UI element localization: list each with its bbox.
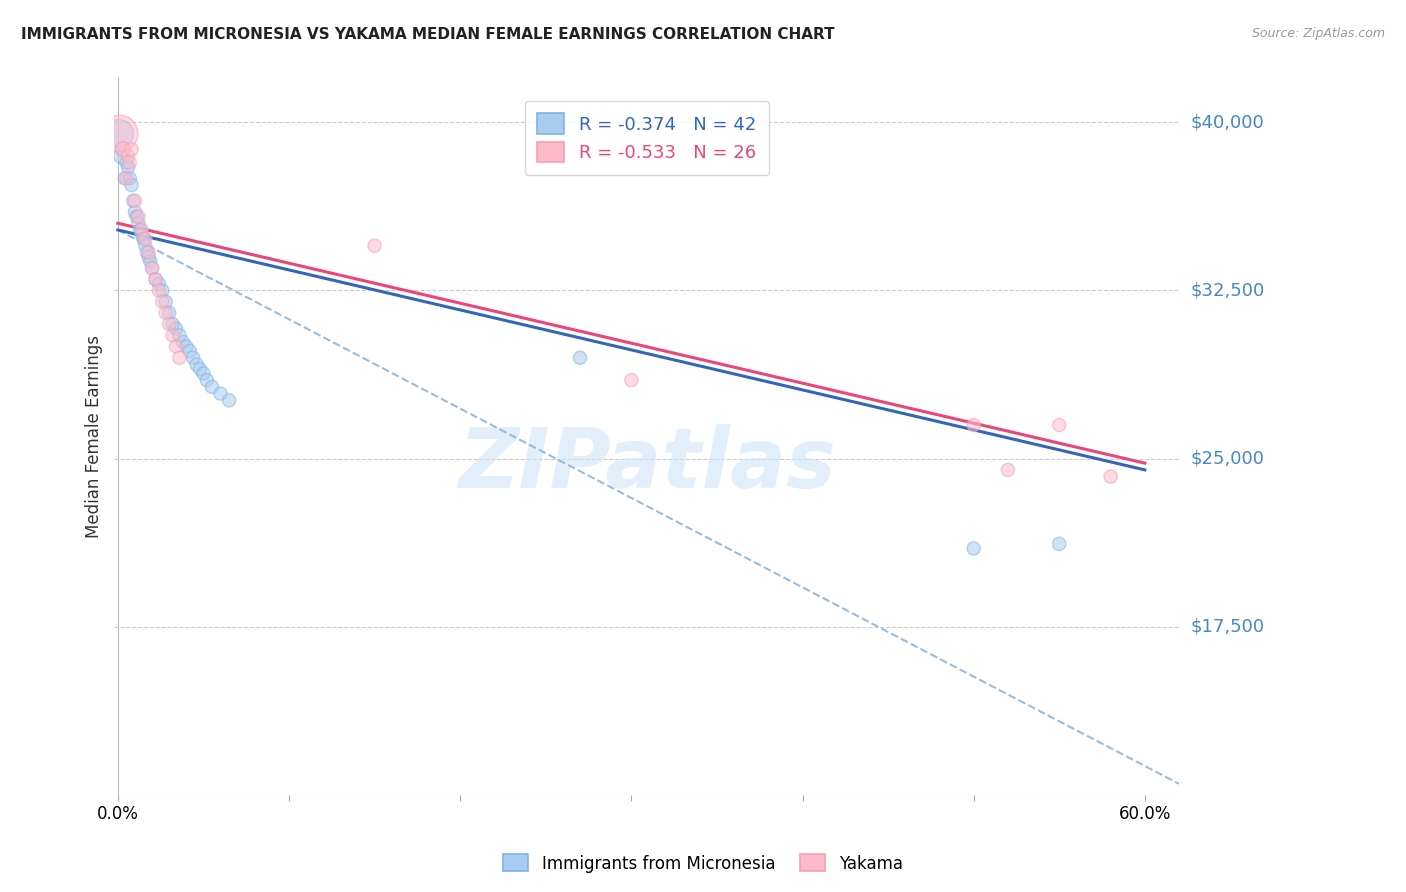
Point [172, 334, 194, 349]
Point [963, 541, 986, 556]
Point [141, 261, 163, 276]
Point [124, 205, 146, 219]
Point [209, 386, 232, 401]
Point [188, 362, 211, 376]
Text: $32,500: $32,500 [1191, 282, 1264, 300]
Point [114, 171, 136, 186]
Point [997, 463, 1019, 477]
Point [127, 210, 149, 224]
Point [165, 340, 187, 354]
Point [162, 317, 184, 331]
Point [129, 223, 152, 237]
Point [165, 321, 187, 335]
Point [138, 245, 160, 260]
Point [176, 340, 198, 354]
Point [155, 294, 177, 309]
Point [218, 393, 240, 408]
Point [138, 250, 160, 264]
Text: $25,000: $25,000 [1191, 450, 1264, 467]
Point [157, 306, 180, 320]
Point [145, 272, 167, 286]
Point [201, 380, 224, 394]
Point [150, 284, 173, 298]
Point [186, 358, 208, 372]
Point [110, 149, 132, 163]
Point [127, 216, 149, 230]
Point [148, 277, 170, 291]
Point [131, 227, 153, 242]
Text: ZIPatlas: ZIPatlas [458, 425, 835, 506]
Point [169, 351, 191, 365]
Text: $40,000: $40,000 [1191, 113, 1264, 131]
Text: IMMIGRANTS FROM MICRONESIA VS YAKAMA MEDIAN FEMALE EARNINGS CORRELATION CHART: IMMIGRANTS FROM MICRONESIA VS YAKAMA MED… [21, 27, 835, 42]
Point [108, 127, 131, 141]
Point [118, 171, 141, 186]
Text: Source: ZipAtlas.com: Source: ZipAtlas.com [1251, 27, 1385, 40]
Point [118, 155, 141, 169]
Point [141, 261, 163, 276]
Legend: Immigrants from Micronesia, Yakama: Immigrants from Micronesia, Yakama [496, 847, 910, 880]
Point [134, 232, 156, 246]
Point [363, 238, 385, 252]
Point [155, 306, 177, 320]
Point [1047, 418, 1070, 433]
Point [195, 373, 218, 387]
Point [1047, 537, 1070, 551]
Point [124, 194, 146, 208]
Point [148, 284, 170, 298]
Point [145, 272, 167, 286]
Point [125, 210, 148, 224]
Point [108, 127, 131, 141]
Point [193, 367, 215, 381]
Point [117, 149, 139, 163]
Point [162, 328, 184, 343]
Point [179, 344, 201, 359]
Point [115, 171, 138, 186]
Point [569, 351, 592, 365]
Point [157, 317, 180, 331]
Point [136, 245, 159, 260]
Point [134, 238, 156, 252]
Point [150, 294, 173, 309]
Point [111, 142, 134, 156]
Point [115, 155, 138, 169]
Point [1099, 469, 1122, 483]
Point [963, 418, 986, 433]
Point [121, 142, 143, 156]
Point [132, 232, 155, 246]
Y-axis label: Median Female Earnings: Median Female Earnings [86, 334, 103, 538]
Point [111, 142, 134, 156]
Point [169, 328, 191, 343]
Point [122, 194, 145, 208]
Point [117, 160, 139, 174]
Point [131, 223, 153, 237]
Text: $17,500: $17,500 [1191, 618, 1264, 636]
Point [139, 254, 162, 268]
Point [620, 373, 643, 387]
Point [181, 351, 204, 365]
Point [121, 178, 143, 192]
Legend: R = -0.374   N = 42, R = -0.533   N = 26: R = -0.374 N = 42, R = -0.533 N = 26 [524, 101, 769, 175]
